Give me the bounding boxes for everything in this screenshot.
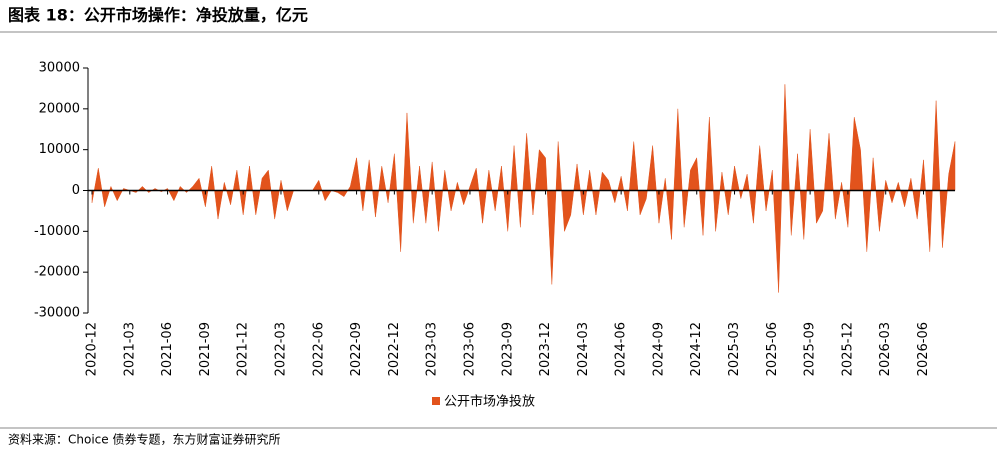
legend-label: 公开市场净投放	[444, 394, 535, 410]
x-tick-label: 2022-12	[387, 322, 402, 376]
x-tick-label: 2021-06	[160, 322, 175, 376]
x-tick-label: 2025-09	[803, 322, 818, 376]
x-tick-label: 2022-06	[311, 322, 326, 376]
y-tick-label: -30000	[34, 306, 80, 321]
y-tick-label: -20000	[34, 265, 80, 280]
x-tick-label: 2021-03	[122, 322, 137, 376]
x-tick-label: 2023-03	[425, 322, 440, 376]
x-tick-label: 2024-06	[614, 322, 629, 376]
y-tick-label: 30000	[39, 61, 80, 76]
x-tick-label: 2020-12	[85, 322, 100, 376]
area	[91, 84, 956, 293]
x-tick-label: 2025-12	[840, 322, 855, 376]
y-tick-label: -10000	[34, 224, 80, 239]
y-tick-label: 10000	[39, 142, 80, 157]
x-tick-label: 2026-06	[916, 322, 931, 376]
x-tick-label: 2026-03	[878, 322, 893, 376]
y-tick-label: 0	[72, 183, 80, 198]
x-tick-label: 2021-12	[236, 322, 251, 376]
chart-title: 图表 18：公开市场操作：净投放量，亿元	[8, 6, 308, 25]
x-tick-label: 2024-03	[576, 322, 591, 376]
x-tick-label: 2024-09	[651, 322, 666, 376]
x-tick-label: 2022-09	[349, 322, 364, 376]
x-tick-label: 2021-09	[198, 322, 213, 376]
legend-swatch	[432, 397, 440, 405]
source: 资料来源：Choice 债券专题，东方财富证券研究所	[8, 432, 280, 447]
x-tick-label: 2024-12	[689, 322, 704, 376]
x-tick-label: 2023-06	[462, 322, 477, 376]
y-tick-label: 20000	[39, 101, 80, 116]
x-tick-label: 2023-12	[538, 322, 553, 376]
x-tick-label: 2022-03	[273, 322, 288, 376]
x-tick-label: 2023-09	[500, 322, 515, 376]
x-tick-label: 2025-06	[765, 322, 780, 376]
x-tick-label: 2025-03	[727, 322, 742, 376]
